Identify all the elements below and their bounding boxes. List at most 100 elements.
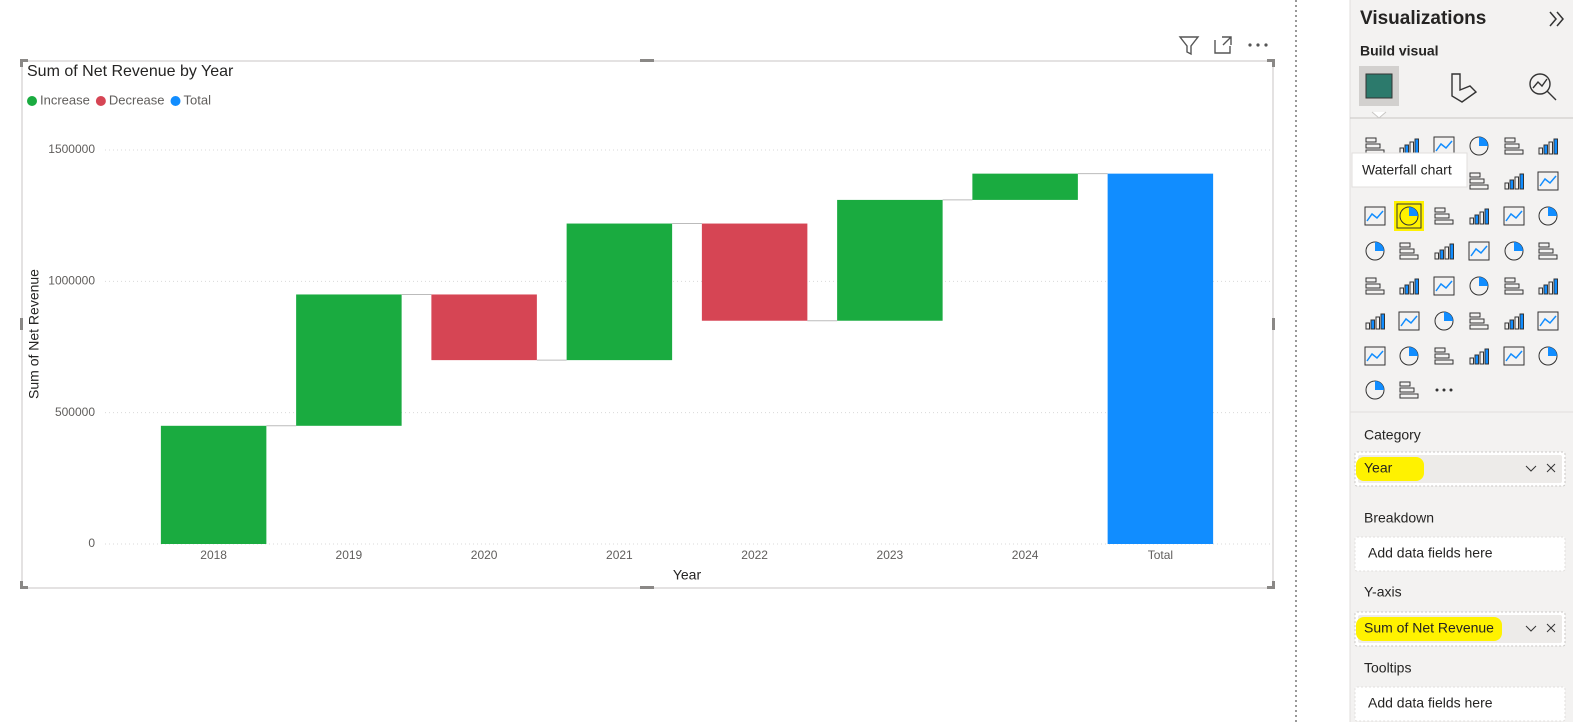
glyph [1548,207,1557,216]
visual-icon[interactable] [1503,346,1525,366]
visual-icon[interactable] [1469,136,1489,156]
visual-icon[interactable] [1435,388,1453,392]
visual-icon[interactable] [1434,243,1454,260]
remove-icon[interactable] [1546,623,1556,633]
legend: Increase Decrease Total [27,92,211,107]
glyph [1553,278,1558,295]
legend-label: Decrease [109,92,165,107]
visual-icon[interactable] [1399,278,1419,295]
visual-icon[interactable] [1433,276,1455,296]
glyph [1469,324,1489,330]
visual-icon[interactable] [1364,346,1386,366]
visual-icon[interactable] [1503,206,1525,226]
glyph [1434,347,1446,353]
glyph [1519,173,1524,190]
visual-icon[interactable] [1469,312,1489,330]
visual-icon[interactable] [1469,208,1489,225]
visual-icon[interactable] [1469,348,1489,365]
chevron[interactable] [1525,465,1537,472]
visual-icon[interactable] [1504,313,1524,330]
glyph [1538,254,1558,260]
glyph [1414,278,1419,295]
tooltip: Waterfall chart [1351,152,1468,188]
glyph [1543,284,1548,295]
visual-icon[interactable] [1434,347,1454,365]
highlight [1356,617,1502,641]
visual-icon[interactable] [1398,311,1420,331]
glyph [1470,245,1488,257]
format-tab[interactable] [1451,73,1478,103]
glyph [1434,207,1446,213]
glyph [1399,381,1411,387]
glyph [1503,346,1525,366]
visual-icon[interactable] [1394,201,1424,231]
visual-icon[interactable] [1504,173,1524,190]
visual-icon[interactable] [1538,346,1558,366]
glyph [1399,393,1419,399]
glyph [1469,357,1474,365]
visual-icon[interactable] [1537,171,1559,191]
glyph [1539,315,1557,327]
glyph [1409,207,1418,216]
visual-icon[interactable] [1504,241,1524,261]
visual-icon[interactable] [1434,311,1454,331]
glyph [1469,217,1474,225]
bar[interactable] [701,223,808,321]
visual-icon[interactable] [1538,278,1558,295]
visual-icon[interactable] [1537,311,1559,331]
bar[interactable] [566,223,673,361]
chevron[interactable] [1525,625,1537,632]
bar[interactable] [431,294,537,361]
visual-icon[interactable] [1364,206,1386,226]
visual-icon[interactable] [1538,242,1558,260]
well-box[interactable] [1354,536,1566,572]
visual-icon[interactable] [1468,241,1490,261]
visual-icon[interactable] [1538,138,1558,155]
glyph [1469,178,1485,184]
well-box[interactable] [1354,686,1566,722]
placeholder: Add data fields here [1368,695,1493,711]
glyph [1435,280,1453,292]
filter-icon[interactable] [1178,36,1200,56]
glyph [1370,319,1375,330]
dot [1435,388,1439,392]
visual-icon[interactable] [1469,276,1489,296]
bar[interactable] [160,425,267,544]
glyph [1479,277,1488,286]
glyph [1504,289,1524,295]
visual-icon[interactable] [1538,206,1558,226]
visual-header-icons [1178,36,1232,56]
visual-icon[interactable] [1365,313,1385,330]
visual-icon[interactable] [1365,380,1385,400]
glyph [1399,242,1411,248]
visual-icon[interactable] [1399,346,1419,366]
bar[interactable] [296,294,402,426]
visual-icon[interactable] [1365,277,1385,295]
visual-icon[interactable] [1434,207,1454,225]
visual-icon[interactable] [1504,137,1524,155]
bar[interactable] [837,199,943,321]
pane-subtitle: Build visual [1360,43,1439,59]
plot-area: 0 500000 1000000 1500000 2018 2019 2020 2021 202… [48,142,1270,562]
glyph [1503,206,1525,226]
focus-mode-icon[interactable] [1214,36,1232,54]
visual-icon[interactable] [1399,381,1419,399]
bar[interactable] [972,173,1078,200]
glyph [1449,243,1454,260]
collapse-pane-icon[interactable] [1549,11,1564,27]
visualizations-pane [1350,0,1573,722]
analytics-tab[interactable] [1529,73,1557,101]
glyph [1375,242,1384,251]
visual-icon[interactable] [1504,277,1524,295]
bar[interactable] [1107,173,1214,544]
visual-icon[interactable] [1469,172,1489,190]
visual-icon[interactable] [1399,242,1419,260]
x-tick-label: 2018 [200,548,227,562]
glyph [1409,281,1414,295]
visual-icon[interactable] [1365,241,1385,261]
glyph [1504,277,1516,283]
more-options-icon[interactable] [1248,43,1268,47]
x-tick-label: 2021 [606,548,633,562]
well-label: Y-axis [1364,584,1402,600]
remove-icon[interactable] [1546,463,1556,473]
